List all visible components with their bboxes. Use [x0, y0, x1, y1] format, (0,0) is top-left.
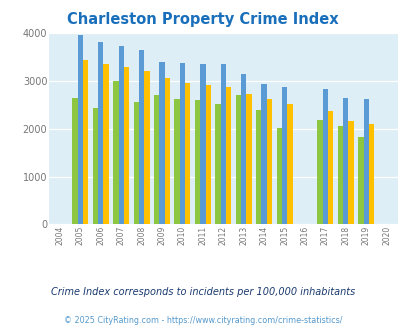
Bar: [215, 104, 220, 224]
Bar: [220, 64, 226, 224]
Bar: [179, 63, 185, 224]
Bar: [235, 95, 241, 224]
Bar: [363, 99, 368, 224]
Legend: Charleston, Missouri, National: Charleston, Missouri, National: [71, 329, 374, 330]
Bar: [194, 100, 200, 224]
Bar: [261, 84, 266, 224]
Bar: [154, 95, 159, 224]
Bar: [174, 99, 179, 224]
Bar: [103, 64, 109, 224]
Bar: [357, 137, 363, 224]
Bar: [118, 47, 124, 224]
Bar: [93, 108, 98, 224]
Bar: [342, 98, 347, 224]
Bar: [256, 110, 261, 224]
Bar: [226, 86, 231, 224]
Bar: [124, 67, 129, 224]
Bar: [317, 120, 322, 224]
Bar: [327, 111, 333, 224]
Bar: [77, 35, 83, 224]
Bar: [281, 87, 286, 224]
Bar: [164, 79, 170, 224]
Bar: [185, 83, 190, 224]
Bar: [144, 71, 149, 224]
Bar: [72, 98, 77, 224]
Bar: [133, 102, 139, 224]
Bar: [368, 124, 373, 224]
Bar: [139, 50, 144, 224]
Bar: [83, 60, 88, 224]
Bar: [159, 62, 164, 224]
Bar: [246, 94, 251, 224]
Text: Charleston Property Crime Index: Charleston Property Crime Index: [67, 12, 338, 27]
Bar: [98, 42, 103, 224]
Bar: [113, 81, 118, 224]
Text: Crime Index corresponds to incidents per 100,000 inhabitants: Crime Index corresponds to incidents per…: [51, 287, 354, 297]
Bar: [241, 74, 246, 224]
Bar: [337, 126, 342, 224]
Bar: [276, 128, 281, 224]
Bar: [200, 64, 205, 224]
Bar: [347, 120, 353, 224]
Bar: [205, 85, 210, 224]
Bar: [286, 104, 292, 224]
Bar: [322, 89, 327, 224]
Bar: [266, 99, 271, 224]
Text: © 2025 CityRating.com - https://www.cityrating.com/crime-statistics/: © 2025 CityRating.com - https://www.city…: [64, 315, 341, 325]
